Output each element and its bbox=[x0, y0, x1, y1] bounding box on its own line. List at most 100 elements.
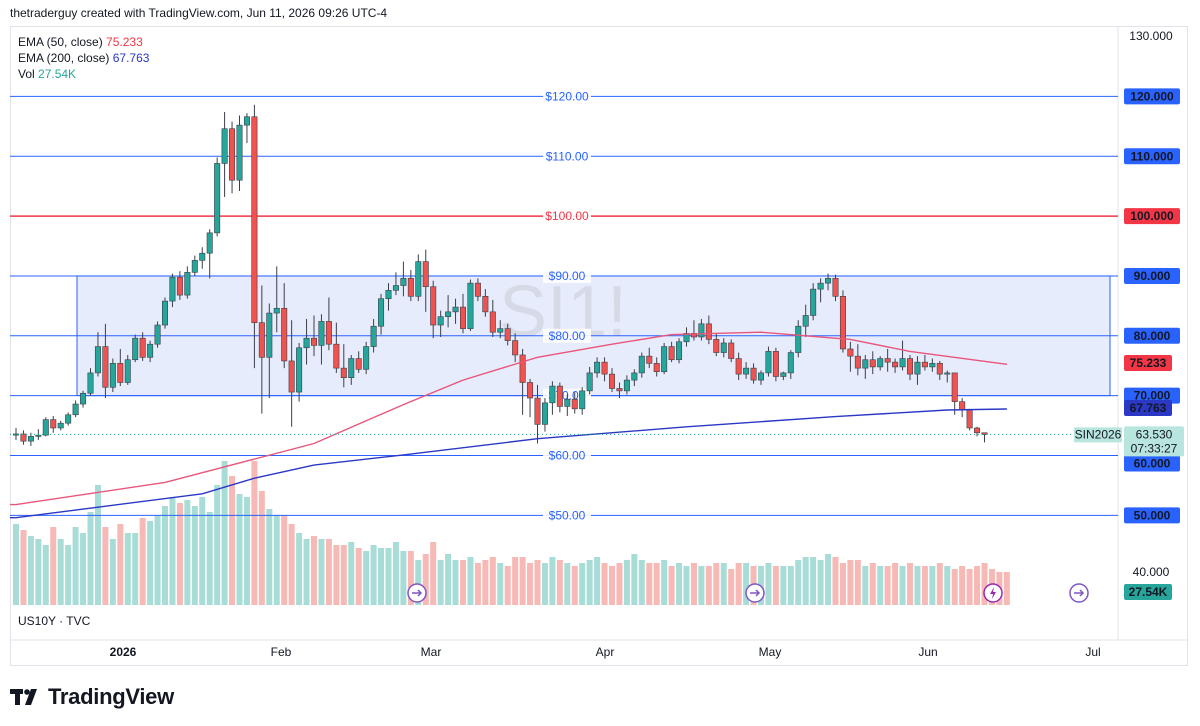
candle bbox=[109, 358, 116, 393]
candle-body bbox=[102, 346, 109, 388]
candle bbox=[906, 354, 913, 381]
volume-value: 27.54K bbox=[38, 67, 77, 81]
candle-body bbox=[318, 321, 325, 346]
indicator-badge-label: 75.233 bbox=[1130, 356, 1167, 370]
volume-bar bbox=[42, 545, 49, 605]
candle bbox=[571, 392, 578, 414]
symbol-tag: SIN2026 bbox=[1075, 427, 1122, 441]
candle-body bbox=[355, 358, 362, 370]
volume-bar bbox=[884, 566, 891, 605]
volume-bar bbox=[273, 515, 280, 605]
candle-body bbox=[392, 285, 399, 291]
candle bbox=[884, 348, 891, 372]
volume-bar bbox=[50, 527, 57, 605]
candle-body bbox=[422, 261, 429, 288]
candle-body bbox=[288, 360, 295, 393]
candle bbox=[623, 375, 630, 395]
candle-body bbox=[296, 347, 303, 393]
volume-bar bbox=[877, 566, 884, 605]
candle bbox=[214, 157, 221, 237]
volume-bar bbox=[512, 557, 519, 605]
candle bbox=[728, 339, 735, 363]
candle bbox=[42, 417, 49, 437]
candle-body bbox=[683, 333, 690, 343]
volume-legend[interactable]: Vol 27.54K bbox=[18, 66, 149, 82]
candle bbox=[817, 278, 824, 303]
candle-body bbox=[489, 311, 496, 333]
volume-bar bbox=[460, 560, 466, 605]
volume-bar bbox=[839, 563, 846, 605]
volume-bar bbox=[109, 539, 116, 605]
ema200-legend[interactable]: EMA (200, close) 67.763 bbox=[18, 50, 149, 66]
candle bbox=[452, 298, 459, 324]
candles bbox=[13, 104, 988, 446]
volume-bar bbox=[765, 563, 772, 605]
candle bbox=[392, 272, 399, 296]
candle-body bbox=[229, 128, 236, 181]
candle bbox=[266, 303, 273, 399]
brand-name: TradingView bbox=[48, 684, 174, 709]
volume-bar bbox=[333, 545, 340, 605]
volume-bar bbox=[124, 533, 131, 605]
time-axis-label: Jun bbox=[918, 645, 937, 659]
candle-body bbox=[474, 282, 481, 297]
candle-body bbox=[281, 307, 288, 362]
candle bbox=[705, 315, 712, 345]
volume-bar bbox=[661, 560, 668, 605]
candle bbox=[400, 261, 407, 297]
candle bbox=[348, 354, 355, 385]
candle bbox=[94, 332, 101, 377]
volume-bar bbox=[191, 506, 198, 605]
volume-bar bbox=[445, 554, 452, 605]
candle-body bbox=[206, 232, 213, 254]
candle-body bbox=[243, 116, 250, 126]
volume-bar bbox=[340, 545, 347, 605]
candle-body bbox=[512, 340, 519, 356]
volume-bar bbox=[929, 566, 936, 605]
volume-bar bbox=[787, 566, 794, 605]
candle bbox=[407, 269, 414, 302]
candle bbox=[221, 111, 228, 197]
volume-bar bbox=[57, 539, 64, 605]
arrow-event-icon bbox=[1069, 583, 1089, 603]
event-icon-glyph bbox=[750, 589, 761, 597]
candle-body bbox=[251, 116, 258, 323]
volume-bar bbox=[415, 560, 422, 605]
price-level-label-bg bbox=[543, 209, 591, 224]
candle-body bbox=[698, 323, 705, 338]
candle-body bbox=[154, 324, 161, 345]
candle-body bbox=[735, 358, 742, 375]
volume-bar bbox=[586, 560, 593, 605]
ema50-legend[interactable]: EMA (50, close) 75.233 bbox=[18, 34, 149, 50]
candle-body bbox=[273, 307, 280, 314]
candle-body bbox=[892, 361, 899, 368]
volume-bar bbox=[974, 566, 981, 605]
price-axis[interactable]: 130.000 40.000 120.000 110.000 100.000 90.000… bbox=[1074, 29, 1184, 600]
symbol-info: US10Y · TVC bbox=[18, 614, 91, 628]
price-level-label: $50.00 bbox=[549, 508, 586, 522]
candle bbox=[50, 415, 57, 433]
indicator-legend: EMA (50, close) 75.233 EMA (200, close) … bbox=[18, 34, 149, 82]
candle-body bbox=[258, 322, 265, 358]
candle bbox=[199, 247, 206, 269]
ema200-label: EMA (200, close) bbox=[18, 51, 110, 65]
candle-body bbox=[877, 358, 884, 368]
candle bbox=[325, 297, 332, 351]
candle bbox=[579, 387, 586, 415]
candle-body bbox=[459, 306, 466, 329]
candle-body bbox=[176, 276, 183, 296]
candle-body bbox=[191, 260, 198, 273]
tradingview-brand[interactable]: TradingView bbox=[10, 684, 174, 710]
time-axis[interactable]: 2026 Feb Mar Apr May Jun Jul bbox=[110, 645, 1101, 659]
candle bbox=[206, 229, 213, 279]
candle bbox=[750, 363, 757, 384]
candle-body bbox=[564, 398, 571, 407]
candle-body bbox=[676, 341, 683, 361]
candle-body bbox=[832, 278, 839, 297]
candle-body bbox=[750, 367, 757, 381]
candle bbox=[147, 340, 154, 363]
candle bbox=[370, 319, 377, 353]
price-axis-badge bbox=[1124, 267, 1180, 284]
